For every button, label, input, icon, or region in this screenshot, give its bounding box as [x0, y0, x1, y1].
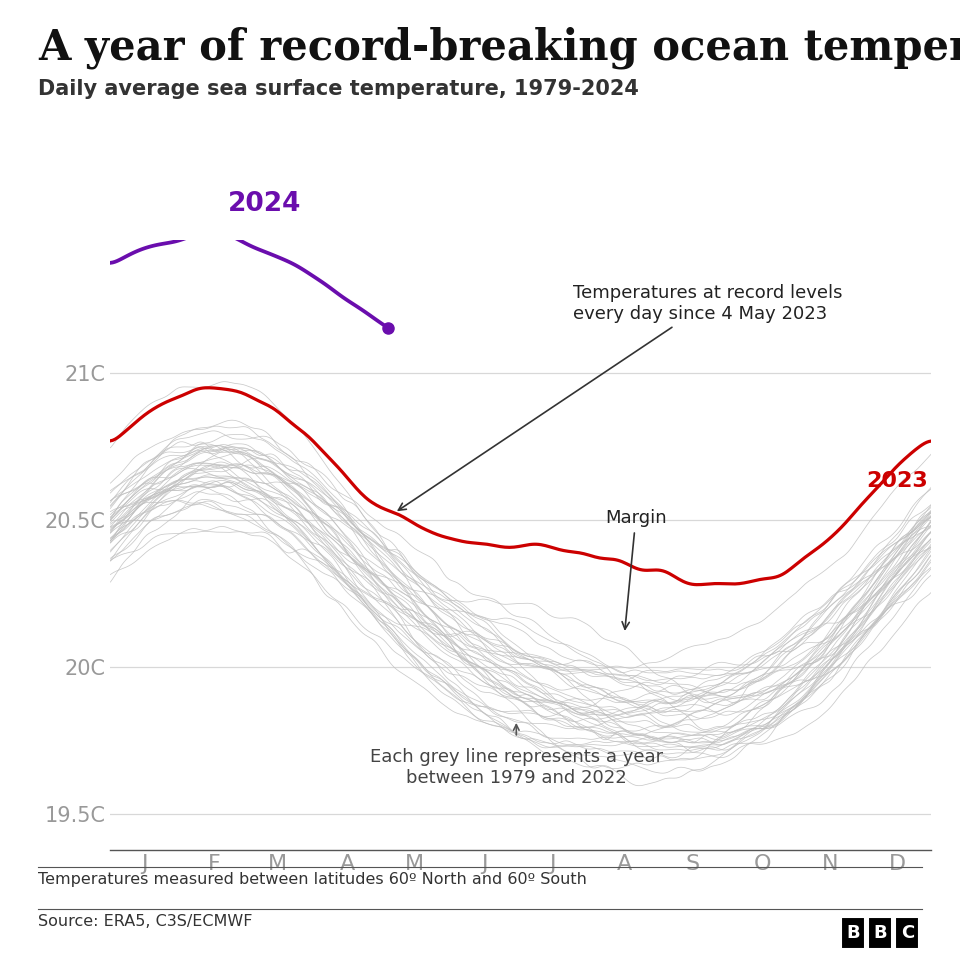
- Bar: [868, 917, 892, 949]
- Text: 2023: 2023: [866, 471, 927, 492]
- Bar: [841, 917, 865, 949]
- Text: Temperatures measured between latitudes 60º North and 60º South: Temperatures measured between latitudes …: [38, 872, 588, 887]
- Bar: [896, 917, 920, 949]
- Text: 2024: 2024: [228, 191, 301, 217]
- Text: Margin: Margin: [605, 510, 666, 629]
- Text: Temperatures at record levels
every day since 4 May 2023: Temperatures at record levels every day …: [398, 284, 842, 511]
- Text: Daily average sea surface temperature, 1979-2024: Daily average sea surface temperature, 1…: [38, 79, 639, 99]
- Text: Source: ERA5, C3S/ECMWF: Source: ERA5, C3S/ECMWF: [38, 914, 252, 929]
- Text: Each grey line represents a year
between 1979 and 2022: Each grey line represents a year between…: [370, 748, 662, 786]
- Text: B: B: [874, 924, 887, 942]
- Text: B: B: [847, 924, 860, 942]
- Text: A year of record-breaking ocean temperatures: A year of record-breaking ocean temperat…: [38, 27, 960, 69]
- Text: C: C: [900, 924, 914, 942]
